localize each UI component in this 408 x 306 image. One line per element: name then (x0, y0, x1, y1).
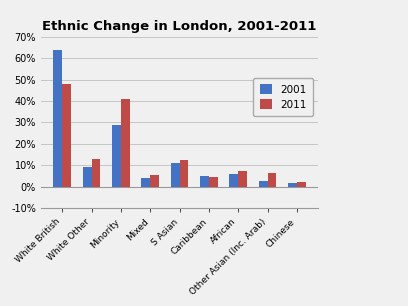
Bar (83, 167, 91, 187)
Bar (209, 177, 217, 187)
Title: Ethnic Change in London, 2001-2011: Ethnic Change in London, 2001-2011 (42, 20, 317, 33)
Bar (142, 178, 150, 187)
Bar (180, 160, 188, 187)
Bar (229, 174, 238, 187)
Legend: 2001, 2011: 2001, 2011 (253, 77, 313, 116)
Bar (112, 125, 121, 187)
Bar (268, 173, 276, 187)
Bar (259, 181, 268, 187)
Bar (91, 159, 100, 187)
Bar (171, 163, 180, 187)
Bar (53, 50, 62, 187)
Bar (200, 176, 209, 187)
Bar (238, 171, 247, 187)
Bar (150, 175, 159, 187)
Bar (288, 183, 297, 187)
Bar (62, 84, 71, 187)
Bar (121, 99, 130, 187)
Bar (297, 182, 306, 187)
